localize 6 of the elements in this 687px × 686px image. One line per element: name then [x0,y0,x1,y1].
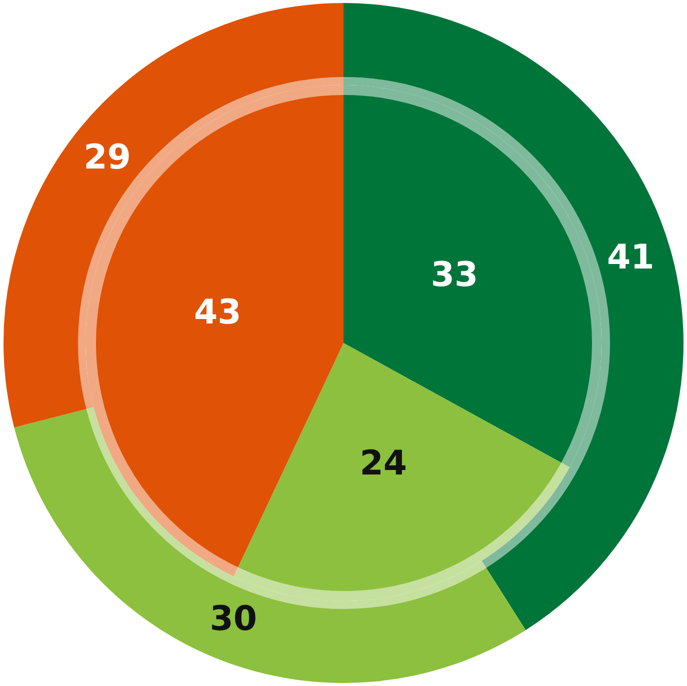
data-label: 29 [84,138,131,178]
data-label: 41 [606,237,654,278]
data-label: 33 [430,255,478,296]
data-label: 30 [210,598,258,639]
data-label: 24 [360,444,408,484]
data-label: 43 [194,292,242,333]
